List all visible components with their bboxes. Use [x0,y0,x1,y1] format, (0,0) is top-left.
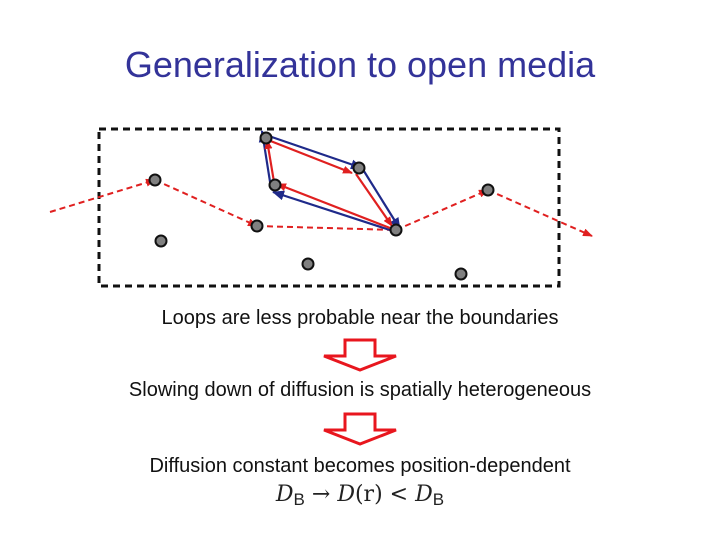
scatterer [352,161,366,175]
walk-segment-1 [49,178,156,213]
formula-d: D [275,482,294,507]
formula-sub-b: B [293,490,305,509]
statement-slowing: Slowing down of diffusion is spatially h… [128,379,592,401]
red-loop-edge-3 [276,182,391,230]
diffusion-formula: DB → D(r) < DB [0,482,720,510]
red-loop-edge-2 [355,173,393,227]
scatterers [148,131,495,281]
scatterer [454,267,468,281]
formula-r: (r) [354,482,383,507]
medium-boundary-box [97,127,561,288]
red-loop-edge-4 [264,139,276,183]
scatterer [259,131,273,145]
walk-segment-5 [487,189,593,237]
walk-segment-4 [395,189,489,231]
formula-less-than: < [389,482,409,507]
red-loop-edge-1 [267,138,353,175]
scatterer [481,183,495,197]
statement-diffusion: Diffusion constant becomes position-depe… [149,455,571,477]
scatterer [250,219,264,233]
loop-red [264,138,393,230]
blue-loop-edge-2 [361,167,401,230]
formula-sub-b-2: B [432,490,445,509]
scatterer [154,234,168,248]
implication-arrow-2 [323,412,397,446]
implication-arrow-1 [323,338,397,372]
slide-title: Generalization to open media [124,44,596,85]
scatterer [389,223,403,237]
blue-loop-edge-3 [272,190,397,234]
scatterer [301,257,315,271]
formula-arrow: → [311,482,331,507]
formula-d-of-r: D [337,482,355,507]
scatterer [268,178,282,192]
walk-segment-2 [154,179,258,227]
scatterer [148,173,162,187]
blue-loop-edge-1 [262,132,363,170]
walk-segment-3 [256,225,397,231]
statement-loops: Loops are less probable near the boundar… [161,307,559,329]
random-walk-path [49,178,593,237]
formula-d-2: D [415,482,433,507]
